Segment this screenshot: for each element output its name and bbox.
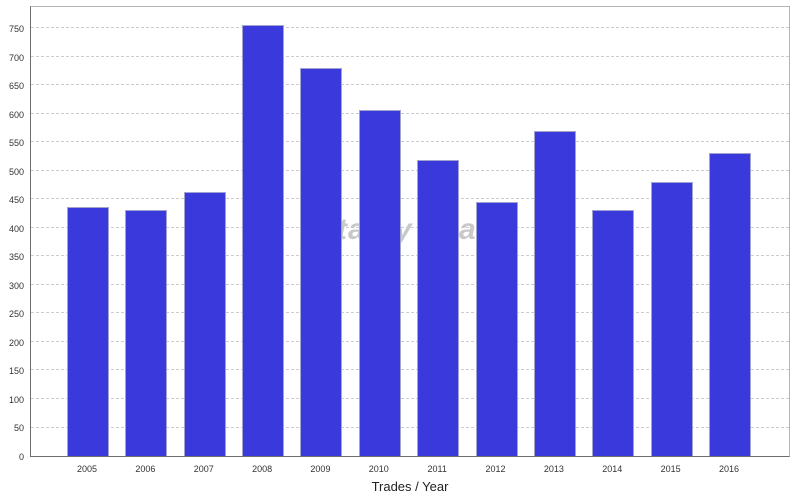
gridline-450: [31, 198, 789, 200]
gridline-250: [31, 312, 789, 314]
x-tick-label-2012: 2012: [485, 464, 506, 474]
y-tick-label-600: 600: [8, 109, 24, 120]
y-tick-label-300: 300: [8, 280, 24, 291]
gridline-200: [31, 340, 789, 342]
x-tick-label-2014: 2014: [602, 464, 623, 474]
y-tick-label-650: 650: [8, 81, 24, 92]
gridline-700: [31, 55, 789, 57]
y-tick-label-700: 700: [8, 52, 24, 63]
bar-2013: [533, 131, 576, 456]
bar-2006: [125, 210, 168, 456]
gridline-500: [31, 169, 789, 171]
x-tick-label-2011: 2011: [427, 464, 447, 474]
bar-2007: [183, 192, 226, 456]
y-tick-label-100: 100: [8, 394, 24, 405]
x-tick-label-2008: 2008: [252, 464, 273, 474]
x-tick-label-2015: 2015: [660, 464, 681, 474]
y-tick-label-500: 500: [8, 166, 24, 177]
y-tick-label-750: 750: [8, 24, 24, 35]
gridline-400: [31, 226, 789, 228]
x-tick-label-2007: 2007: [193, 464, 214, 474]
bar-2009: [300, 68, 343, 456]
bar-2014: [592, 210, 635, 456]
y-tick-label-50: 50: [13, 423, 24, 434]
gridline-350: [31, 255, 789, 257]
x-tick-label-2005: 2005: [76, 464, 98, 474]
gridline-150: [31, 369, 789, 371]
y-tick-label-400: 400: [8, 223, 24, 234]
y-tick-label-150: 150: [8, 366, 24, 377]
bar-2012: [475, 201, 518, 456]
gridline-100: [31, 397, 789, 399]
x-tick-label-2010: 2010: [368, 464, 389, 474]
plot-area: ta y a: [30, 6, 790, 457]
watermark-fragment-2: a: [459, 213, 477, 246]
x-tick-label-2009: 2009: [310, 464, 331, 474]
bar-2008: [242, 24, 285, 456]
y-tick-label-250: 250: [8, 309, 24, 320]
x-tick-label-2006: 2006: [135, 464, 156, 474]
gridline-550: [31, 141, 789, 143]
gridline-300: [31, 283, 789, 285]
y-tick-label-0: 0: [18, 452, 24, 462]
gridline-750: [31, 27, 789, 29]
bar-2010: [358, 110, 401, 456]
x-tick-label-2016: 2016: [718, 464, 739, 474]
x-axis-title: Trades / Year: [371, 479, 449, 494]
gridline-600: [31, 112, 789, 114]
bar-2015: [650, 182, 693, 456]
bar-2011: [417, 159, 460, 456]
y-tick-label-450: 450: [8, 195, 24, 206]
bar-2016: [708, 153, 751, 456]
gridline-650: [31, 84, 789, 86]
x-tick-label-2013: 2013: [543, 464, 564, 474]
gridline-50: [31, 426, 789, 428]
y-tick-label-200: 200: [8, 337, 24, 348]
y-tick-label-350: 350: [8, 252, 24, 263]
y-tick-label-550: 550: [8, 138, 24, 149]
bar-2005: [67, 207, 109, 456]
